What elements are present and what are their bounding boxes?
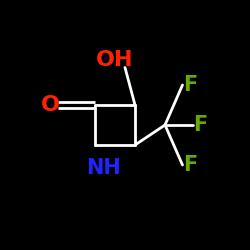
Text: O: O [40, 95, 60, 115]
Text: NH: NH [86, 158, 121, 178]
Text: F: F [183, 75, 197, 95]
Text: F: F [183, 155, 197, 175]
Text: F: F [193, 115, 207, 135]
Text: OH: OH [96, 50, 134, 70]
